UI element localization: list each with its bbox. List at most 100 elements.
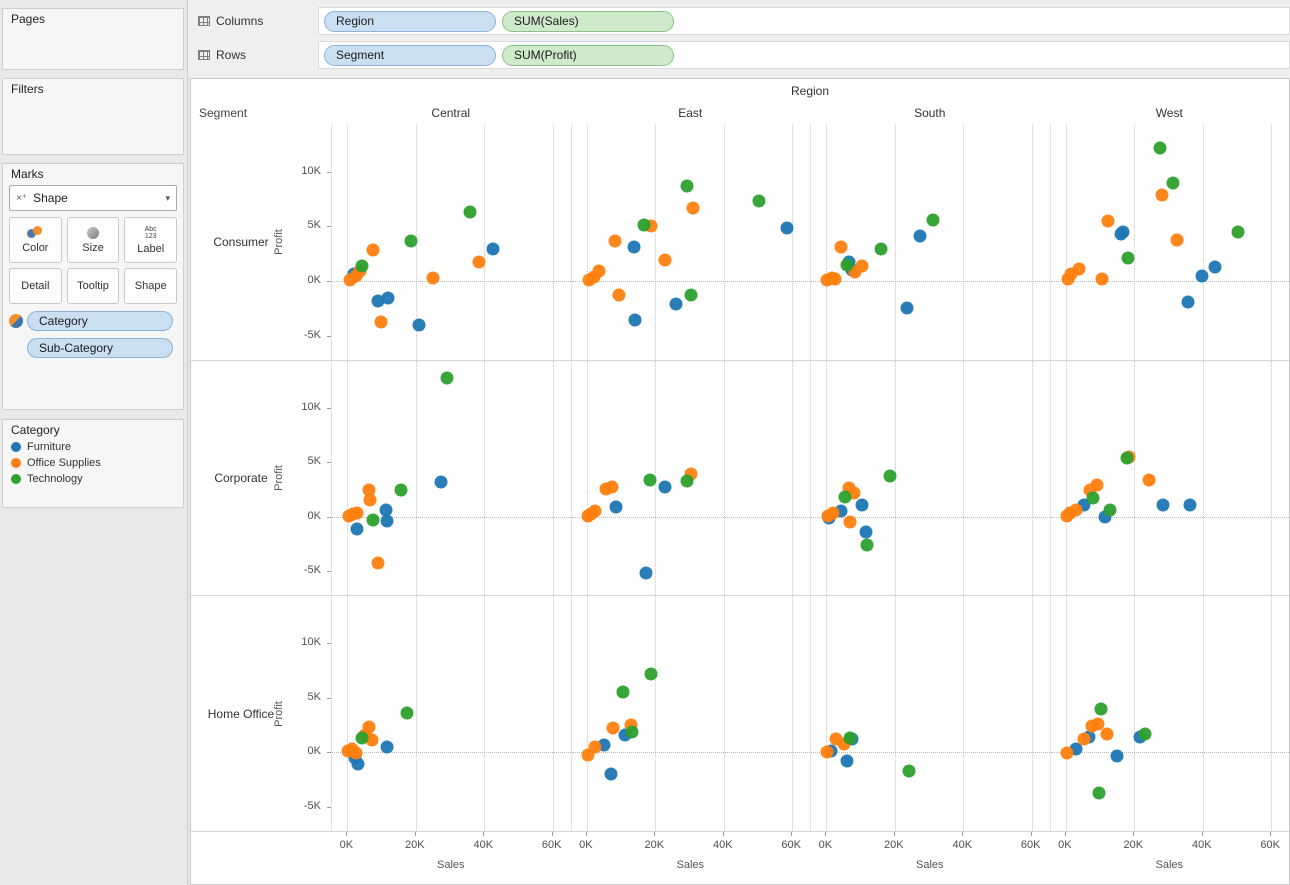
scatter-point[interactable]: [472, 255, 486, 269]
row-header-consumer[interactable]: Consumer: [213, 235, 269, 250]
scatter-point[interactable]: [355, 731, 369, 745]
scatter-point[interactable]: [434, 475, 448, 489]
scatter-point[interactable]: [1153, 141, 1167, 155]
scatter-point[interactable]: [1155, 188, 1169, 202]
scatter-point[interactable]: [855, 259, 869, 273]
pill-sub-category[interactable]: Sub-Category: [27, 338, 173, 358]
scatter-point[interactable]: [1142, 473, 1156, 487]
pill-sum-profit-[interactable]: SUM(Profit): [502, 44, 674, 66]
filters-shelf[interactable]: Filters: [2, 78, 184, 155]
scatter-point[interactable]: [669, 297, 683, 311]
scatter-point[interactable]: [371, 556, 384, 569]
scatter-point[interactable]: [440, 371, 454, 385]
scatter-point[interactable]: [362, 483, 376, 497]
pill-sum-sales-[interactable]: SUM(Sales): [502, 10, 674, 32]
scatter-point[interactable]: [1069, 503, 1083, 517]
scatter-point[interactable]: [680, 474, 694, 488]
scatter-point[interactable]: [1072, 262, 1086, 276]
scatter-point[interactable]: [628, 313, 642, 327]
scatter-point[interactable]: [658, 480, 672, 494]
scatter-point[interactable]: [374, 315, 388, 329]
scatter-point[interactable]: [1121, 251, 1135, 265]
label-button[interactable]: Abc 123 Label: [124, 217, 178, 263]
scatter-point[interactable]: [859, 525, 873, 539]
scatter-point[interactable]: [350, 506, 364, 520]
scatter-point[interactable]: [400, 706, 414, 720]
scatter-point[interactable]: [404, 234, 418, 248]
scatter-point[interactable]: [380, 514, 394, 528]
scatter-point[interactable]: [588, 740, 602, 754]
column-header-central[interactable]: Central: [431, 106, 471, 120]
columns-shelf-label[interactable]: Columns: [190, 6, 318, 36]
scatter-point[interactable]: [371, 294, 384, 308]
scatter-point[interactable]: [1110, 749, 1124, 763]
columns-pill-track[interactable]: Region SUM(Sales): [318, 7, 1290, 35]
scatter-point[interactable]: [412, 318, 426, 332]
scatter-point[interactable]: [838, 490, 852, 504]
scatter-point[interactable]: [680, 179, 694, 193]
scatter-point[interactable]: [381, 291, 395, 305]
scatter-point[interactable]: [355, 259, 369, 273]
scatter-point[interactable]: [855, 498, 869, 512]
scatter-point[interactable]: [860, 538, 874, 552]
rows-pill-track[interactable]: Segment SUM(Profit): [318, 41, 1290, 69]
scatter-point[interactable]: [604, 767, 618, 781]
pill-region[interactable]: Region: [324, 10, 496, 32]
scatter-point[interactable]: [362, 720, 376, 734]
scatter-point[interactable]: [900, 301, 914, 315]
scatter-point[interactable]: [1060, 746, 1074, 760]
scatter-point[interactable]: [1094, 702, 1108, 716]
scatter-point[interactable]: [913, 229, 927, 243]
scatter-point[interactable]: [902, 764, 916, 778]
scatter-point[interactable]: [639, 566, 653, 580]
scatter-point[interactable]: [826, 506, 840, 520]
scatter-point[interactable]: [686, 201, 700, 215]
scatter-point[interactable]: [883, 469, 897, 483]
row-header-home-office[interactable]: Home Office: [207, 706, 275, 721]
scatter-point[interactable]: [1077, 732, 1091, 746]
row-header-corporate[interactable]: Corporate: [214, 470, 268, 485]
scatter-point[interactable]: [643, 473, 657, 487]
scatter-point[interactable]: [1231, 225, 1245, 239]
scatter-point[interactable]: [592, 264, 606, 278]
detail-button[interactable]: Detail: [9, 268, 62, 304]
rows-shelf-label[interactable]: Rows: [190, 40, 318, 70]
scatter-point[interactable]: [1156, 498, 1170, 512]
scatter-point[interactable]: [379, 503, 393, 517]
size-button[interactable]: Size: [66, 217, 120, 263]
scatter-point[interactable]: [1170, 233, 1184, 247]
scatter-point[interactable]: [349, 746, 363, 760]
scatter-point[interactable]: [637, 218, 651, 232]
scatter-point[interactable]: [380, 740, 394, 754]
scatter-point[interactable]: [351, 757, 365, 771]
pill-segment[interactable]: Segment: [324, 44, 496, 66]
scatter-point[interactable]: [1120, 451, 1134, 465]
scatter-point[interactable]: [1091, 717, 1105, 731]
scatter-point[interactable]: [463, 205, 477, 219]
scatter-point[interactable]: [1090, 478, 1104, 492]
scatter-point[interactable]: [1183, 498, 1197, 512]
scatter-point[interactable]: [847, 486, 861, 500]
scatter-point[interactable]: [926, 213, 940, 227]
scatter-point[interactable]: [606, 721, 620, 735]
scatter-point[interactable]: [1092, 786, 1106, 800]
scatter-point[interactable]: [1101, 214, 1115, 228]
legend-item-furniture[interactable]: Furniture: [3, 439, 183, 455]
scatter-point[interactable]: [840, 754, 854, 768]
scatter-point[interactable]: [1086, 491, 1100, 505]
tooltip-button[interactable]: Tooltip: [66, 268, 120, 304]
column-header-west[interactable]: West: [1155, 106, 1183, 120]
scatter-point[interactable]: [644, 667, 658, 681]
scatter-point[interactable]: [612, 288, 626, 302]
scatter-point[interactable]: [605, 480, 619, 494]
scatter-point[interactable]: [1166, 176, 1180, 190]
scatter-point[interactable]: [1138, 727, 1152, 741]
scatter-point[interactable]: [840, 258, 854, 272]
scatter-point[interactable]: [608, 234, 622, 248]
scatter-point[interactable]: [834, 240, 848, 254]
scatter-point[interactable]: [609, 500, 623, 514]
scatter-point[interactable]: [588, 504, 602, 518]
scatter-point[interactable]: [843, 515, 857, 529]
scatter-point[interactable]: [366, 243, 380, 257]
scatter-point[interactable]: [616, 685, 630, 699]
